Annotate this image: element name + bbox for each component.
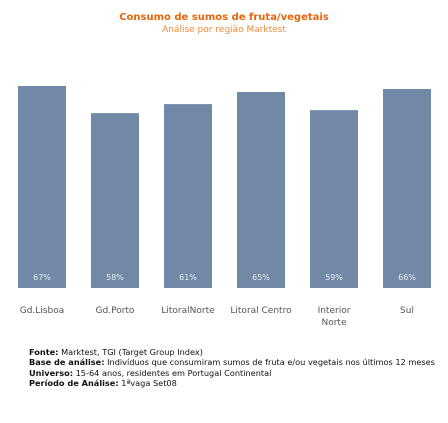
category-label-3: Litoral Centro [230,306,292,316]
data-label-1: 58% [106,273,124,282]
note-fonte-value: Marktest, TGI (Target Group Index) [58,347,203,357]
data-label-0: 67% [33,273,51,282]
bar-3 [237,92,285,289]
data-label-2: 61% [179,273,197,282]
category-label-1: Gd.Porto [96,306,135,316]
bar-1 [91,113,139,288]
note-universo-value: 15-64 anos, residentes em Portugal Conti… [72,367,272,378]
data-label-3: 65% [252,273,270,282]
note-base-label: Base de análise: [29,357,105,368]
chart-subtitle: Análise por região Marktest [162,25,286,35]
note-periodo: Período de Análise: 1ªvaga Set08 [29,378,445,388]
note-base-value: Indivíduos que consumiram sumos de fruta… [104,357,435,368]
note-periodo-value: 1ªvaga Set08 [118,377,177,388]
bar-chart: 67% Gd.Lisboa 58% Gd.Porto 61% LitoralNorte 65… [18,86,431,328]
note-fonte-label: Fonte: [29,347,59,357]
note-base: Base de análise: Indivíduos que consumir… [29,357,445,367]
category-label-5: Sul [400,306,414,316]
bar-4 [310,110,358,288]
bar-2 [164,104,212,288]
bar-5 [383,89,431,288]
note-universo-label: Universo: [29,367,73,378]
data-label-5: 66% [398,273,416,282]
source-notes: Fonte: Marktest, TGI (Target Group Index… [29,347,445,388]
chart-title: Consumo de sumos de fruta/vegetais [119,12,329,23]
note-periodo-label: Período de Análise: [29,377,119,388]
bar-0 [18,86,66,288]
category-label-2: LitoralNorte [161,306,215,316]
note-universo: Universo: 15-64 anos, residentes em Port… [29,368,445,378]
data-label-4: 59% [325,273,343,282]
category-label-0: Gd.Lisboa [20,306,65,316]
note-fonte: Fonte: Marktest, TGI (Target Group Index… [29,347,445,357]
category-label-4: Interior Norte [318,306,351,328]
